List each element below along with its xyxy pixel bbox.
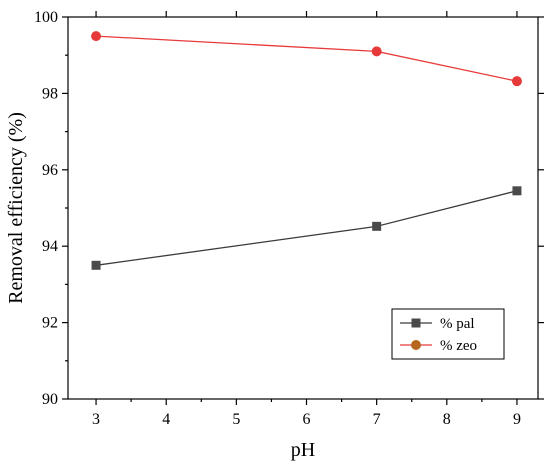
x-tick-label: 9	[513, 411, 521, 428]
data-point	[91, 260, 101, 270]
x-tick-label: 4	[162, 411, 170, 428]
y-tick-label: 98	[42, 85, 58, 102]
y-tick-label: 90	[42, 391, 58, 408]
x-axis-title: pH	[291, 439, 315, 461]
x-tick-label: 7	[373, 411, 381, 428]
y-axis-ticks: 90 92 94 96 98 100	[34, 9, 544, 408]
legend-items: % pal % zeo	[400, 316, 477, 354]
legend-box	[391, 308, 505, 360]
legend-item: % pal	[400, 316, 475, 332]
data-point	[91, 31, 102, 42]
legend: % pal % zeo	[391, 308, 505, 360]
y-axis-title: Removal efficiency (%)	[5, 112, 27, 304]
y-tick-label: 96	[42, 162, 58, 179]
x-tick-label: 6	[303, 411, 311, 428]
series-2	[91, 31, 522, 87]
series-line	[96, 35, 518, 82]
legend-item: % zeo	[400, 338, 477, 354]
y-tick-label: 92	[42, 315, 58, 332]
series-layer	[91, 31, 522, 270]
y-tick-label: 94	[42, 238, 58, 255]
legend-marker	[411, 318, 421, 328]
y-tick-label: 100	[34, 9, 58, 26]
x-tick-label: 3	[92, 411, 100, 428]
x-tick-label: 8	[443, 411, 451, 428]
data-point	[511, 76, 522, 87]
series-1	[91, 186, 522, 270]
x-tick-label: 5	[232, 411, 240, 428]
series-line	[95, 190, 518, 266]
x-axis-ticks: 3 4 5 6 7 8 9	[92, 11, 521, 428]
legend-label: % zeo	[440, 338, 477, 354]
data-point	[371, 46, 382, 57]
legend-label: % pal	[440, 316, 475, 332]
legend-marker	[411, 340, 421, 350]
data-point	[372, 221, 382, 231]
data-point	[512, 186, 522, 196]
